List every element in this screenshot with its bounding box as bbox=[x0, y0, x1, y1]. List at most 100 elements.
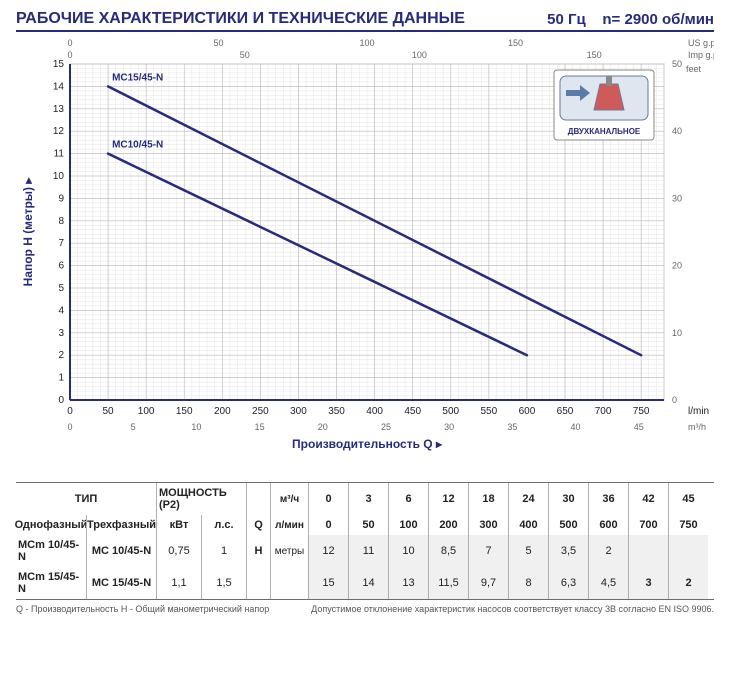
footnote-left: Q - Производительность H - Общий маномет… bbox=[16, 604, 269, 614]
svg-text:0: 0 bbox=[672, 395, 677, 405]
svg-text:0: 0 bbox=[67, 38, 72, 48]
table-cell: 24 bbox=[508, 483, 548, 515]
svg-text:40: 40 bbox=[571, 422, 581, 432]
table-cell: 9,7 bbox=[468, 567, 508, 599]
table-cell: 500 bbox=[548, 515, 588, 535]
svg-text:0: 0 bbox=[67, 50, 72, 60]
svg-text:350: 350 bbox=[328, 406, 345, 417]
svg-text:750: 750 bbox=[633, 406, 650, 417]
svg-text:14: 14 bbox=[53, 81, 65, 92]
footnote: Q - Производительность H - Общий маномет… bbox=[16, 604, 714, 614]
svg-text:50: 50 bbox=[672, 59, 682, 69]
svg-text:45: 45 bbox=[634, 422, 644, 432]
table-cell: 0 bbox=[308, 515, 348, 535]
table-cell: 45 bbox=[668, 483, 708, 515]
table-cell: 200 bbox=[428, 515, 468, 535]
table-cell: 0,75 bbox=[156, 535, 201, 567]
svg-text:400: 400 bbox=[366, 406, 383, 417]
svg-text:600: 600 bbox=[519, 406, 536, 417]
table-cell: л/мин bbox=[270, 515, 308, 535]
svg-text:100: 100 bbox=[359, 38, 374, 48]
svg-text:12: 12 bbox=[53, 126, 65, 137]
svg-text:m³/h: m³/h bbox=[688, 422, 706, 432]
svg-text:150: 150 bbox=[508, 38, 523, 48]
svg-text:700: 700 bbox=[595, 406, 612, 417]
table-cell: 12 bbox=[428, 483, 468, 515]
table-cell: 2 bbox=[588, 535, 628, 567]
table-cell: 3 bbox=[628, 567, 668, 599]
svg-text:0: 0 bbox=[58, 395, 64, 406]
svg-text:250: 250 bbox=[252, 406, 269, 417]
table-cell: 600 bbox=[588, 515, 628, 535]
svg-text:4: 4 bbox=[58, 305, 64, 316]
table-cell: 0 bbox=[308, 483, 348, 515]
table-cell: 3 bbox=[348, 483, 388, 515]
table-cell: 3,5 bbox=[548, 535, 588, 567]
table-cell: 6 bbox=[388, 483, 428, 515]
table-cell bbox=[270, 567, 308, 599]
svg-text:Напор H (метры) ▸: Напор H (метры) ▸ bbox=[21, 177, 35, 287]
svg-text:100: 100 bbox=[138, 406, 155, 417]
table-cell: H bbox=[246, 535, 270, 567]
svg-text:20: 20 bbox=[672, 261, 682, 271]
table-cell: 36 bbox=[588, 483, 628, 515]
table-cell bbox=[668, 535, 708, 567]
svg-text:13: 13 bbox=[53, 104, 65, 115]
svg-text:0: 0 bbox=[67, 406, 73, 417]
table-cell: 50 bbox=[348, 515, 388, 535]
table-cell bbox=[246, 567, 270, 599]
table-cell: 6,3 bbox=[548, 567, 588, 599]
table-cell: 1 bbox=[201, 535, 246, 567]
header-right: 50 Гц n= 2900 об/мин bbox=[547, 11, 714, 28]
svg-text:10: 10 bbox=[53, 171, 65, 182]
svg-text:8: 8 bbox=[58, 216, 64, 227]
table-cell: MC 15/45-N bbox=[86, 567, 156, 599]
svg-text:50: 50 bbox=[103, 406, 115, 417]
svg-text:5: 5 bbox=[131, 422, 136, 432]
svg-text:30: 30 bbox=[444, 422, 454, 432]
svg-text:650: 650 bbox=[557, 406, 574, 417]
svg-text:Производительность Q ▸: Производительность Q ▸ bbox=[292, 437, 443, 451]
table-cell: 8 bbox=[508, 567, 548, 599]
table-cell: 14 bbox=[348, 567, 388, 599]
table-cell bbox=[246, 483, 270, 515]
table-cell: 13 bbox=[388, 567, 428, 599]
header-freq: 50 Гц bbox=[547, 11, 586, 28]
table-cell: 2 bbox=[668, 567, 708, 599]
svg-text:10: 10 bbox=[191, 422, 201, 432]
svg-text:l/min: l/min bbox=[688, 406, 709, 417]
svg-text:MC15/45-N: MC15/45-N bbox=[112, 72, 163, 83]
svg-text:3: 3 bbox=[58, 328, 64, 339]
svg-text:100: 100 bbox=[412, 50, 427, 60]
table-cell: 4,5 bbox=[588, 567, 628, 599]
table-cell: MCm 10/45-N bbox=[16, 535, 86, 567]
table-cell: 42 bbox=[628, 483, 668, 515]
table-cell: 1,5 bbox=[201, 567, 246, 599]
svg-text:15: 15 bbox=[53, 59, 65, 70]
table-cell bbox=[628, 535, 668, 567]
header-title: РАБОЧИЕ ХАРАКТЕРИСТИКИ И ТЕХНИЧЕСКИЕ ДАН… bbox=[16, 10, 465, 28]
svg-text:500: 500 bbox=[442, 406, 459, 417]
table-cell: кВт bbox=[156, 515, 201, 535]
svg-text:550: 550 bbox=[481, 406, 498, 417]
table-cell: 18 bbox=[468, 483, 508, 515]
svg-text:50: 50 bbox=[213, 38, 223, 48]
table-cell: м³/ч bbox=[270, 483, 308, 515]
svg-text:40: 40 bbox=[672, 126, 682, 136]
table-cell: метры bbox=[270, 535, 308, 567]
table-cell: 300 bbox=[468, 515, 508, 535]
svg-text:30: 30 bbox=[672, 193, 682, 203]
table-cell: ТИП bbox=[16, 483, 156, 515]
svg-text:450: 450 bbox=[404, 406, 421, 417]
svg-text:10: 10 bbox=[672, 328, 682, 338]
header-rpm: n= 2900 об/мин bbox=[602, 11, 714, 28]
svg-text:150: 150 bbox=[587, 50, 602, 60]
table-cell: 5 bbox=[508, 535, 548, 567]
table-cell: Однофазный bbox=[16, 515, 86, 535]
svg-text:25: 25 bbox=[381, 422, 391, 432]
svg-text:Imp g.p.m.: Imp g.p.m. bbox=[688, 50, 714, 60]
table-cell: 400 bbox=[508, 515, 548, 535]
svg-text:0: 0 bbox=[67, 422, 72, 432]
header: РАБОЧИЕ ХАРАКТЕРИСТИКИ И ТЕХНИЧЕСКИЕ ДАН… bbox=[16, 10, 714, 32]
table-cell: 750 bbox=[668, 515, 708, 535]
